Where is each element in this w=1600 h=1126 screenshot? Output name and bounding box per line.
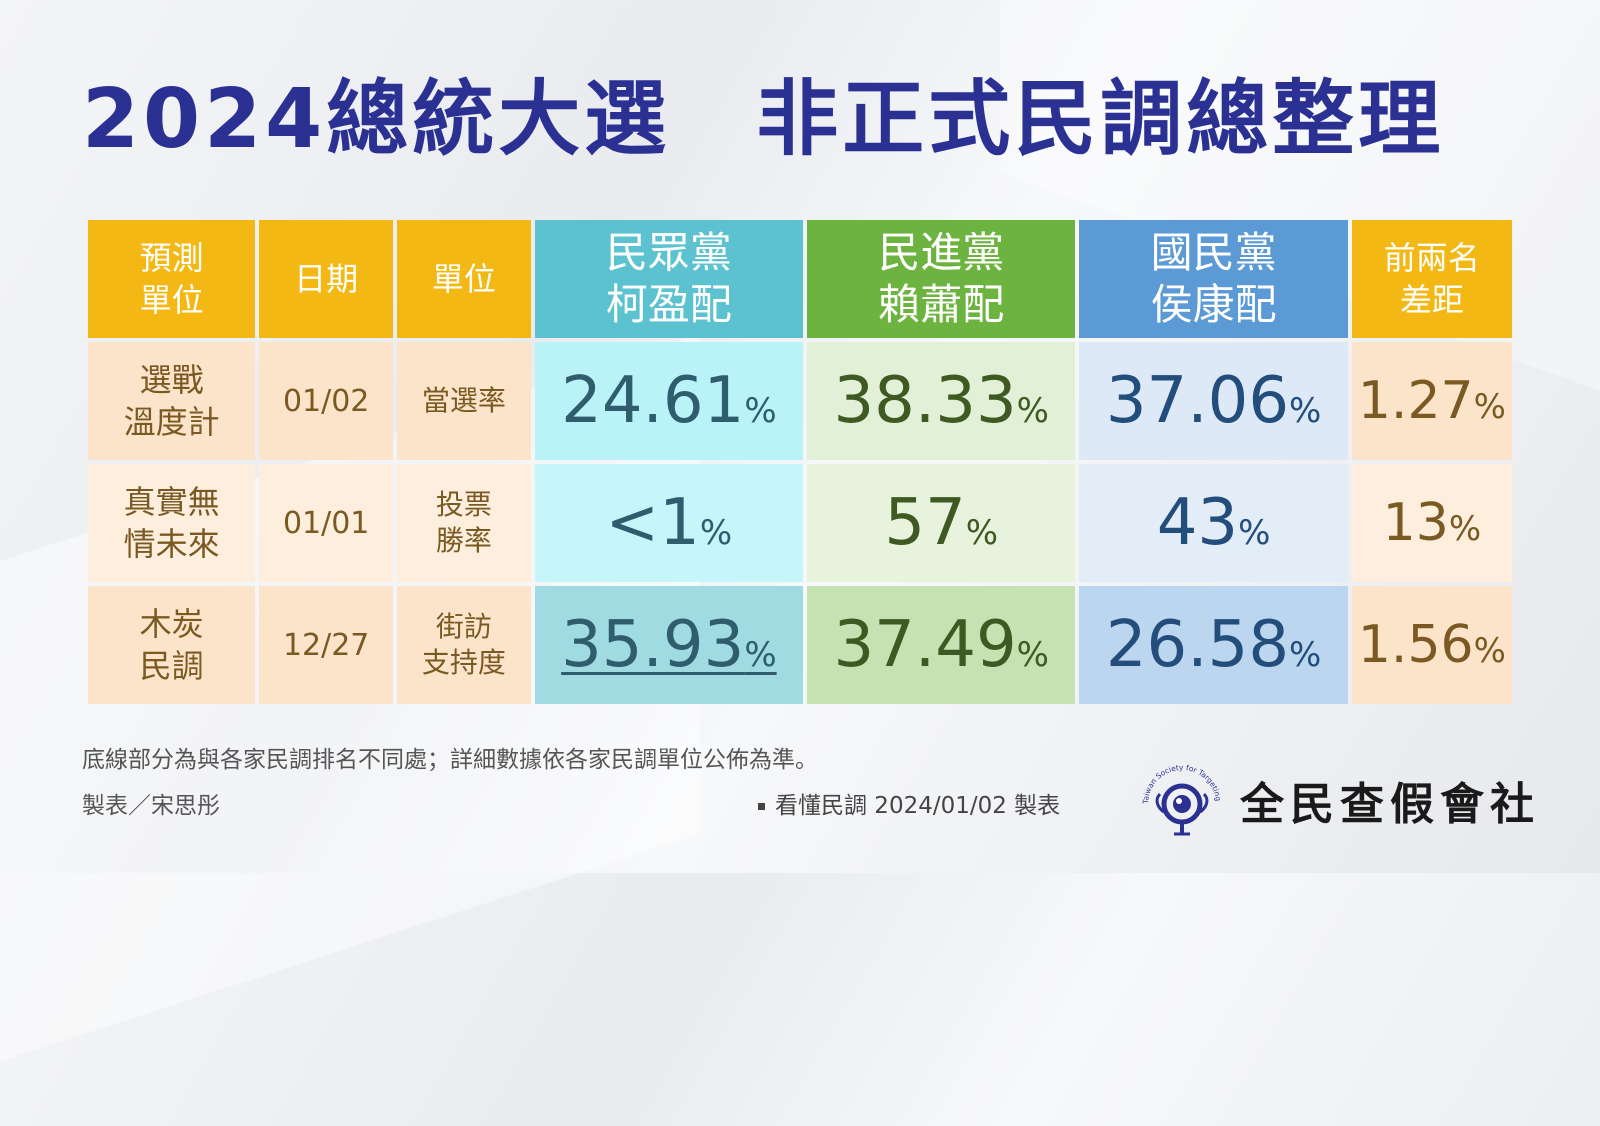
gap-value: 1.56% bbox=[1351, 586, 1512, 704]
header-dpp: 民進黨 賴蕭配 bbox=[807, 220, 1076, 338]
gap-value: 13% bbox=[1351, 464, 1512, 582]
tpp-value: 35.93% bbox=[534, 586, 804, 704]
table-row: 真實無 情未來 01/01 投票 勝率 <1% 57% 43% 13% bbox=[88, 464, 1512, 582]
dpp-value: 57% bbox=[807, 464, 1076, 582]
credit: 製表／宋思彤 bbox=[82, 793, 220, 819]
org-name: 全民查假會社 bbox=[1240, 779, 1540, 830]
poll-table: 預測 單位 日期 單位 民眾黨 柯盈配 民進黨 賴蕭配 國民黨 侯康配 前兩名 … bbox=[84, 216, 1516, 708]
header-kmt: 國民黨 侯康配 bbox=[1079, 220, 1348, 338]
tpp-value: 24.61% bbox=[534, 342, 804, 460]
unit-cell: 街訪 支持度 bbox=[397, 586, 531, 704]
org-cell: 真實無 情未來 bbox=[88, 464, 256, 582]
gap-value: 1.27% bbox=[1351, 342, 1512, 460]
table-row: 木炭 民調 12/27 街訪 支持度 35.93% 37.49% 26.58% … bbox=[88, 586, 1512, 704]
bullet-icon bbox=[758, 803, 765, 810]
magnifier-eye-icon: Taiwan Society for Targeting Misinformat… bbox=[1130, 742, 1223, 836]
unit-cell: 投票 勝率 bbox=[397, 464, 531, 582]
org-cell: 選戰 溫度計 bbox=[88, 342, 256, 460]
date-cell: 01/01 bbox=[259, 464, 394, 582]
header-gap: 前兩名 差距 bbox=[1351, 220, 1512, 338]
kmt-value: 43% bbox=[1079, 464, 1348, 582]
logo-text: Taiwan Society for Targeting Misinformat… bbox=[1130, 742, 1223, 805]
tpp-value: <1% bbox=[534, 464, 804, 582]
table-row: 選戰 溫度計 01/02 當選率 24.61% 38.33% 37.06% 1.… bbox=[88, 342, 1512, 460]
dpp-value: 37.49% bbox=[807, 586, 1076, 704]
dpp-value: 38.33% bbox=[807, 342, 1076, 460]
table-header-row: 預測 單位 日期 單位 民眾黨 柯盈配 民進黨 賴蕭配 國民黨 侯康配 前兩名 … bbox=[88, 220, 1512, 338]
page-title: 2024總統大選 非正式民調總整理 bbox=[82, 72, 1445, 167]
header-tpp: 民眾黨 柯盈配 bbox=[534, 220, 804, 338]
header-unit: 單位 bbox=[397, 220, 531, 338]
header-org: 預測 單位 bbox=[88, 220, 256, 338]
underlined-value: 35.93% bbox=[561, 608, 777, 682]
footnote: 底線部分為與各家民調排名不同處；詳細數據依各家民調單位公佈為準。 bbox=[82, 747, 818, 773]
svg-text:Taiwan Society for Targeting M: Taiwan Society for Targeting Misinformat… bbox=[1130, 742, 1223, 805]
date-cell: 12/27 bbox=[259, 586, 394, 704]
source: 看懂民調 2024/01/02 製表 bbox=[758, 786, 1060, 820]
header-date: 日期 bbox=[259, 220, 394, 338]
kmt-value: 37.06% bbox=[1079, 342, 1348, 460]
unit-cell: 當選率 bbox=[397, 342, 531, 460]
kmt-value: 26.58% bbox=[1079, 586, 1348, 704]
date-cell: 01/02 bbox=[259, 342, 394, 460]
org-cell: 木炭 民調 bbox=[88, 586, 256, 704]
